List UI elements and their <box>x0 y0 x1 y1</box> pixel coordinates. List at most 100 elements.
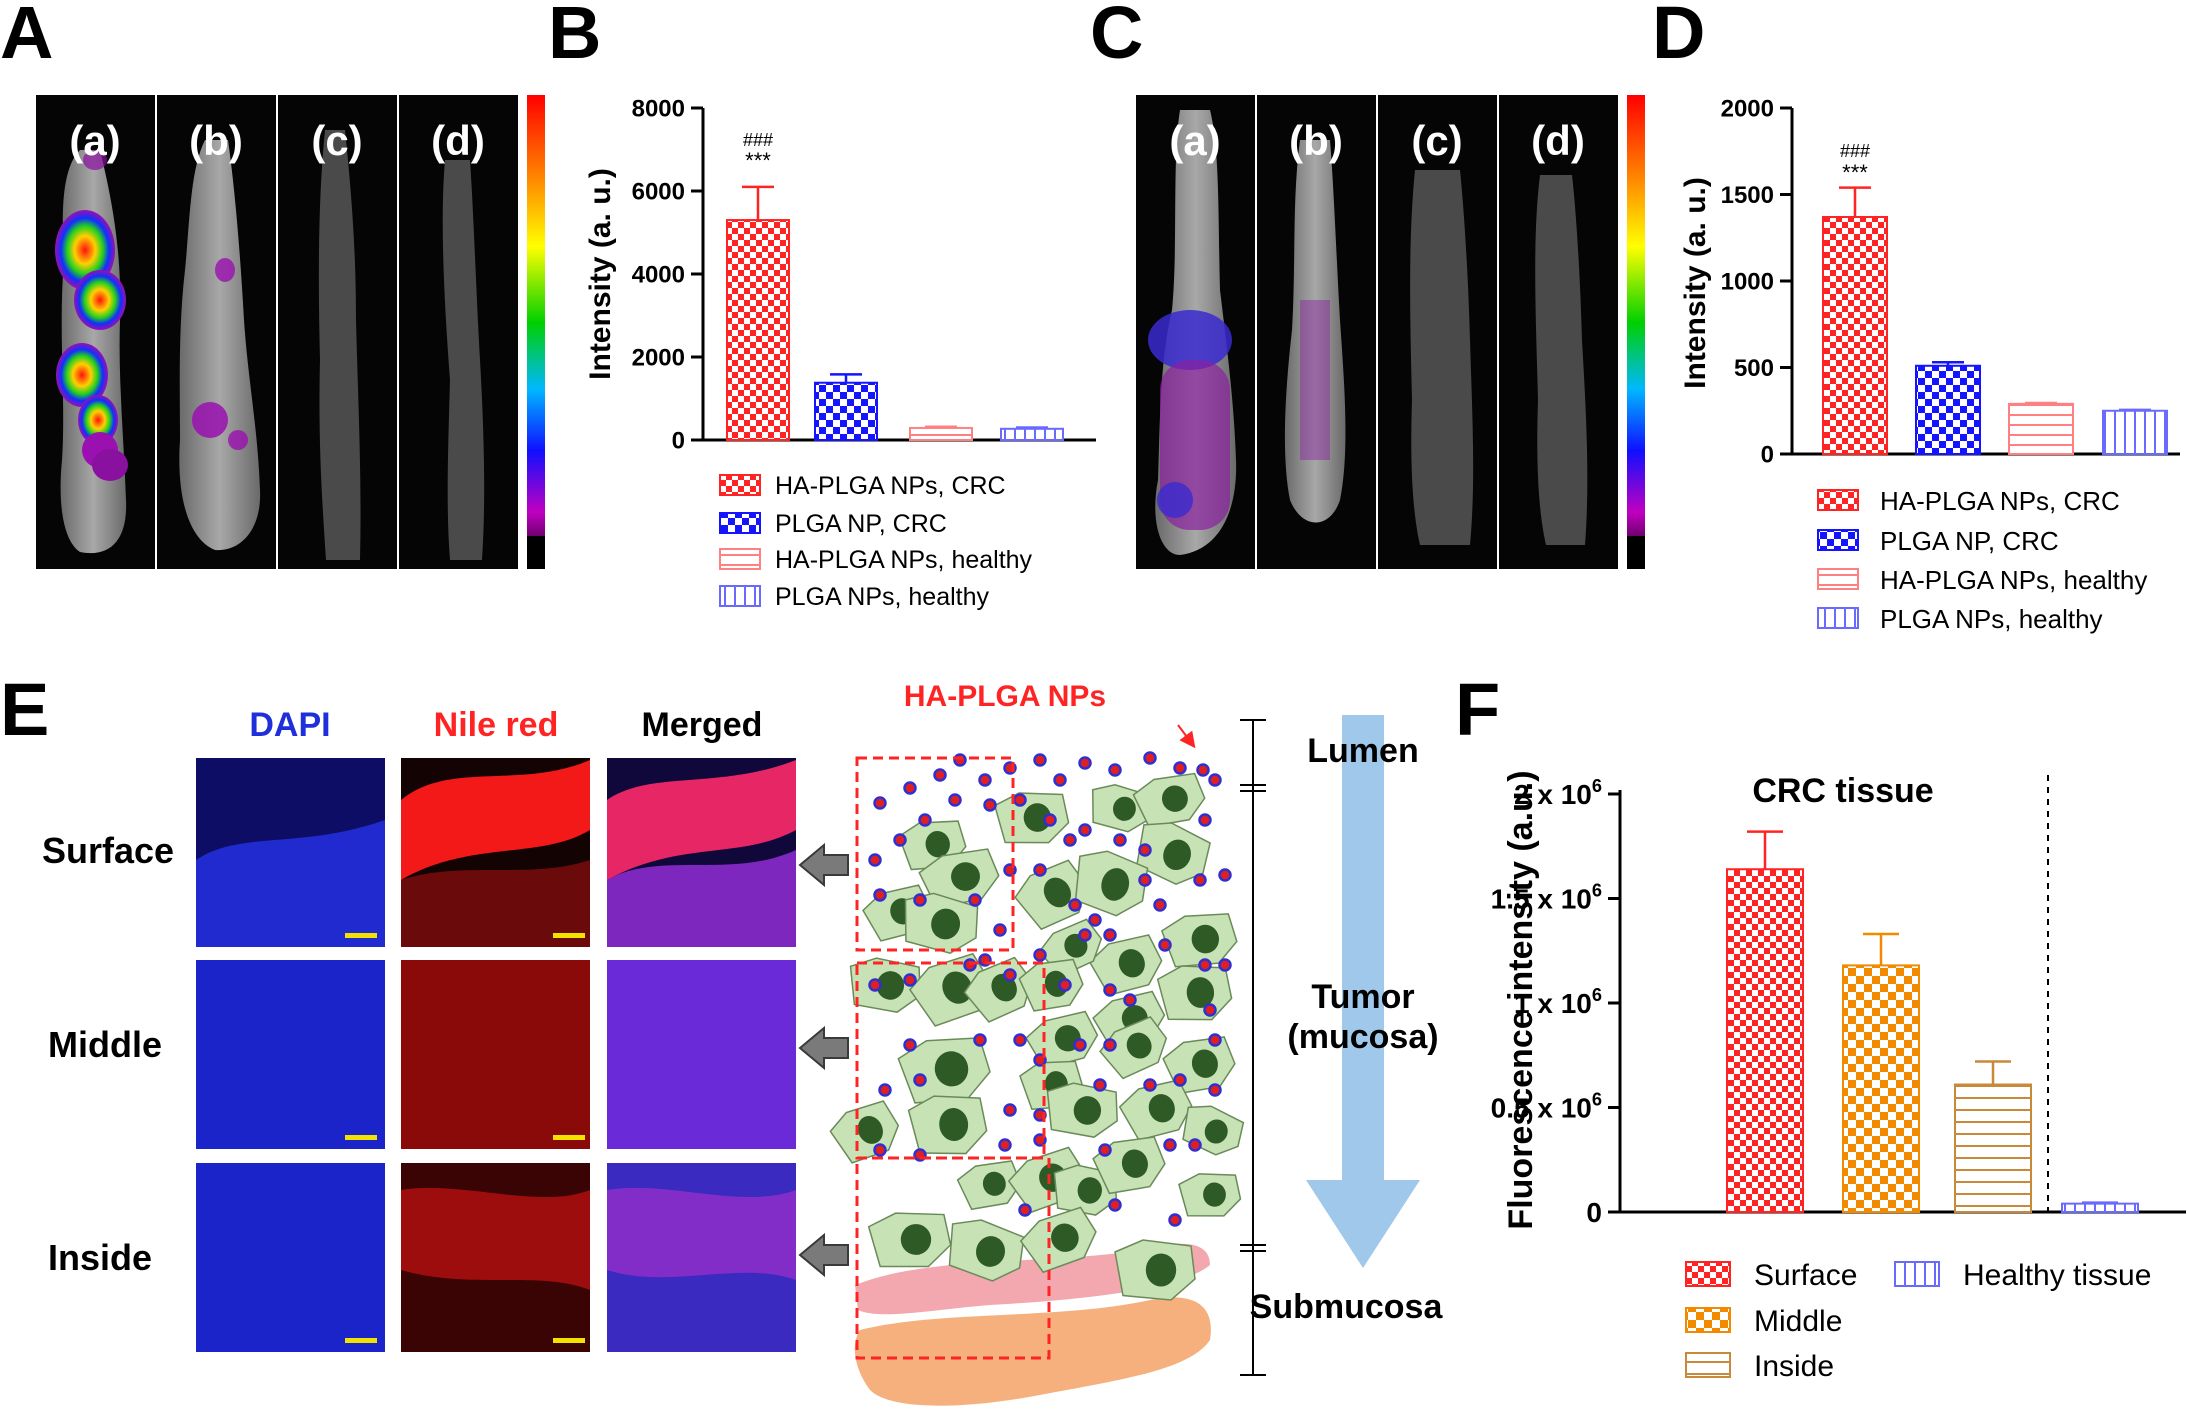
region-label-surface: Surface <box>42 830 174 871</box>
arrow-middle <box>798 1025 849 1071</box>
nanoparticle-33 <box>1138 873 1152 887</box>
B-tick-label-4: 8000 <box>632 96 685 123</box>
nanoparticle-57 <box>1073 1038 1087 1052</box>
nanoparticle-11 <box>1173 761 1187 775</box>
F-bar-3 <box>2061 1202 2139 1214</box>
nanoparticle-7 <box>1053 773 1067 787</box>
cell-11 <box>1088 934 1163 996</box>
B-bar-1 <box>814 381 878 442</box>
nanoparticle-12 <box>1196 763 1210 777</box>
nanoparticle-62 <box>1003 1103 1017 1117</box>
nanoparticle-75 <box>1018 1203 1032 1217</box>
legend-F-item-1: Middle <box>1685 1305 1842 1338</box>
panel-E-microscopy: DAPI Nile red Merged Surface Middle Insi… <box>42 706 849 1352</box>
image-A-b: (b) <box>157 95 276 569</box>
legend-B: HA-PLGA NPs, CRC PLGA NP, CRC HA-PLGA NP… <box>719 472 1033 611</box>
legend-F-item-3: Healthy tissue <box>1894 1259 2151 1292</box>
legend-D-swatch-3 <box>1817 607 1859 629</box>
legend-B-swatch-3 <box>719 585 761 607</box>
nanoparticle-18 <box>983 798 997 812</box>
legend-F-swatch-1 <box>1685 1307 1731 1333</box>
nanoparticle-27 <box>913 893 927 907</box>
legend-D-label-2: HA-PLGA NPs, healthy <box>1880 565 2147 595</box>
region-box-inside <box>855 1156 1051 1360</box>
nanoparticle-16 <box>918 813 932 827</box>
nanoparticle-28 <box>968 893 982 907</box>
nanoparticle-74 <box>1188 1138 1202 1152</box>
image-label-A-d: (d) <box>431 117 485 164</box>
nanoparticle-32 <box>1088 913 1102 927</box>
layer-label-lumen: Lumen <box>1307 732 1418 770</box>
image-C-c: (c) <box>1378 95 1497 569</box>
nanoparticle-10 <box>1143 751 1157 765</box>
micrograph-middle-nile <box>401 960 590 1149</box>
region-box-surface <box>855 756 1015 952</box>
colorbar-C <box>1627 95 1645 569</box>
D-tick-label-2: 1000 <box>1721 269 1774 296</box>
nanoparticle-45 <box>868 978 882 992</box>
cell-3 <box>1132 772 1206 828</box>
nanoparticle-60 <box>878 1083 892 1097</box>
cell-1 <box>993 792 1070 844</box>
legend-B-item-3: PLGA NPs, healthy <box>719 583 990 611</box>
nanoparticle-42 <box>1158 938 1172 952</box>
chart-D-annotation-star: *** <box>1842 160 1868 185</box>
D-tick-label-1: 500 <box>1734 355 1774 382</box>
nanoparticle-61 <box>913 1073 927 1087</box>
cell-31 <box>1053 1164 1118 1216</box>
image-C-b: (b) <box>1257 95 1376 569</box>
submucosa-orange-layer <box>854 1297 1211 1406</box>
F-bar-0 <box>1726 868 1804 1213</box>
cell-22 <box>1099 1016 1168 1080</box>
D-tick-label-0: 0 <box>1761 442 1774 469</box>
B-tick-label-2: 4000 <box>632 262 685 289</box>
cell-4 <box>1135 822 1211 886</box>
chart-B-annotation-star: *** <box>745 148 771 173</box>
nanoparticle-6 <box>1033 753 1047 767</box>
nanoparticle-76 <box>1108 1198 1122 1212</box>
nanoparticle-53 <box>903 1038 917 1052</box>
nanoparticle-34 <box>1153 898 1167 912</box>
nanoparticle-17 <box>948 793 962 807</box>
layer-label-tumor: Tumor <box>1311 978 1414 1016</box>
cell-34 <box>867 1212 952 1268</box>
nanoparticle-39 <box>1033 948 1047 962</box>
cell-14 <box>909 952 992 1027</box>
panel-label-F: F <box>1455 668 1500 751</box>
D-bar-3 <box>2102 409 2168 455</box>
legend-D-swatch-1 <box>1817 529 1859 551</box>
F-tick-label-2: 1 x 106 <box>1514 985 1602 1019</box>
legend-D-item-2: HA-PLGA NPs, healthy <box>1817 565 2147 595</box>
nanoparticle-3 <box>953 753 967 767</box>
D-bar-1 <box>1915 364 1981 455</box>
legend-B-label-2: HA-PLGA NPs, healthy <box>775 546 1033 574</box>
cell-19 <box>897 1037 991 1104</box>
legend-D: HA-PLGA NPs, CRC PLGA NP, CRC HA-PLGA NP… <box>1817 486 2147 634</box>
nanoparticle-15 <box>893 833 907 847</box>
B-bar-3 <box>1000 427 1064 442</box>
region-label-inside: Inside <box>48 1237 152 1278</box>
nanoparticle-66 <box>1173 1073 1187 1087</box>
F-bar-1 <box>1842 964 1920 1213</box>
chart-D-annotation-hash: ### <box>1840 141 1870 161</box>
cell-8 <box>1014 859 1088 931</box>
image-A-a: (a) <box>36 95 155 569</box>
nanoparticle-25 <box>1198 813 1212 827</box>
B-bar-0 <box>726 219 790 441</box>
image-label-C-a: (a) <box>1169 117 1220 164</box>
nanoparticle-55 <box>1013 1033 1027 1047</box>
region-label-middle: Middle <box>48 1024 162 1065</box>
cell-18 <box>1156 965 1233 1021</box>
layer-label-submucosa: Submucosa <box>1250 1288 1444 1326</box>
nanoparticle-49 <box>1058 978 1072 992</box>
nanoparticle-41 <box>1103 928 1117 942</box>
F-tick-label-4: 2 x 106 <box>1514 776 1602 810</box>
legend-D-item-1: PLGA NP, CRC <box>1817 526 2059 556</box>
panel-A-images: (a) (b) (c) (d) <box>36 95 545 569</box>
D-tick-label-3: 1500 <box>1721 182 1774 209</box>
image-label-A-c: (c) <box>311 117 362 164</box>
image-label-A-b: (b) <box>189 117 243 164</box>
cell-33 <box>1178 1173 1242 1217</box>
